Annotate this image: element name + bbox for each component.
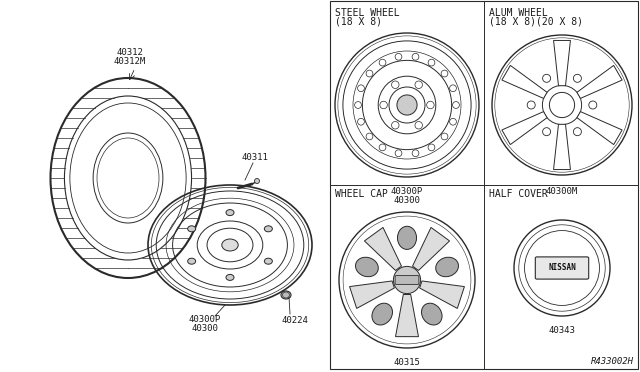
Bar [330,1,638,369]
Polygon shape [554,124,570,170]
Ellipse shape [188,226,196,232]
Circle shape [358,118,364,125]
Circle shape [573,128,581,136]
Ellipse shape [422,303,442,325]
Text: STEEL WHEEL: STEEL WHEEL [335,8,399,18]
Text: 40300: 40300 [394,196,420,205]
Circle shape [428,59,435,66]
Polygon shape [577,65,622,99]
Text: 40311: 40311 [241,153,268,162]
Circle shape [395,54,402,60]
Circle shape [450,85,456,92]
Text: ALUM WHEEL: ALUM WHEEL [489,8,548,18]
Text: (18 X 8)(20 X 8): (18 X 8)(20 X 8) [489,17,583,27]
Circle shape [427,101,434,109]
Ellipse shape [222,239,238,251]
Text: WHEEL CAP: WHEEL CAP [335,189,388,199]
Circle shape [366,70,373,77]
Circle shape [255,179,259,183]
Circle shape [589,101,596,109]
Circle shape [441,133,448,140]
FancyBboxPatch shape [395,276,419,285]
Circle shape [412,150,419,157]
Text: 40343: 40343 [548,326,575,335]
Circle shape [527,101,535,109]
Text: (18 X 8): (18 X 8) [335,17,382,27]
Text: 40312M: 40312M [114,57,146,66]
Circle shape [397,95,417,115]
Ellipse shape [372,303,392,325]
Polygon shape [413,227,449,270]
Polygon shape [396,295,419,337]
Circle shape [358,85,364,92]
Circle shape [394,266,420,294]
Circle shape [415,81,422,89]
Polygon shape [554,41,570,86]
Text: R433002H: R433002H [591,357,634,366]
Polygon shape [502,65,547,99]
Circle shape [392,122,399,129]
Text: 40300M: 40300M [546,187,578,196]
Ellipse shape [356,257,378,277]
Circle shape [450,118,456,125]
Polygon shape [420,281,465,308]
Circle shape [380,101,387,109]
Ellipse shape [281,291,291,299]
Circle shape [379,59,386,66]
Ellipse shape [264,258,273,264]
Text: 40224: 40224 [282,316,308,325]
Ellipse shape [436,257,458,277]
Text: 40312: 40312 [116,48,143,57]
FancyBboxPatch shape [535,257,589,279]
Circle shape [415,122,422,129]
Ellipse shape [226,209,234,216]
Circle shape [395,150,402,157]
Text: 40300P: 40300P [391,187,423,196]
Circle shape [392,81,399,89]
Text: NISSAN: NISSAN [548,263,576,273]
Polygon shape [502,112,547,145]
Ellipse shape [226,275,234,280]
Polygon shape [349,281,394,308]
Polygon shape [364,227,401,270]
Ellipse shape [264,226,273,232]
Circle shape [412,54,419,60]
Circle shape [355,102,362,108]
Text: 40315: 40315 [394,358,420,367]
Ellipse shape [397,226,417,249]
Circle shape [543,128,550,136]
Ellipse shape [188,258,196,264]
Text: 40300: 40300 [191,324,218,333]
Circle shape [543,74,550,82]
Circle shape [366,133,373,140]
Circle shape [379,144,386,151]
Polygon shape [577,112,622,145]
Ellipse shape [282,292,289,298]
Text: 40300P: 40300P [189,315,221,324]
Text: HALF COVER: HALF COVER [489,189,548,199]
Circle shape [428,144,435,151]
Circle shape [573,74,581,82]
Circle shape [441,70,448,77]
Circle shape [452,102,460,108]
